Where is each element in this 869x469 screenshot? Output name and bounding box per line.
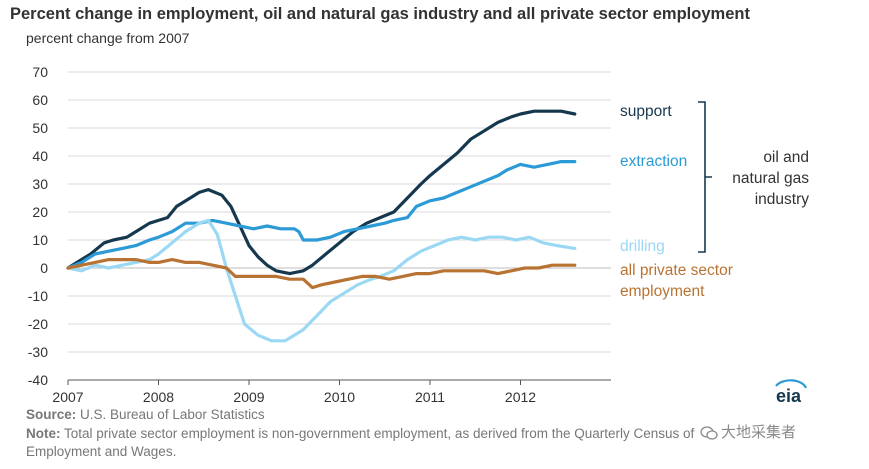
note-text-2: Employment and Wages. [26, 444, 177, 459]
y-tick-label: -20 [28, 316, 48, 332]
chart-subtitle: percent change from 2007 [26, 30, 190, 46]
source-label: Source: [26, 407, 77, 422]
drilling-line [66, 218, 577, 343]
y-tick-label: 0 [40, 260, 48, 276]
eia-logo-arc [775, 379, 808, 389]
y-tick-label: 40 [32, 148, 48, 164]
source-note: Source: U.S. Bureau of Labor Statistics [26, 407, 265, 422]
y-tick-label: -30 [28, 344, 48, 360]
oil-gas-bracket [698, 101, 712, 253]
drilling-label: drilling [620, 238, 665, 255]
bracket-label-line: natural gas [732, 170, 809, 187]
watermark-text: 大地采集者 [721, 424, 797, 441]
y-tick-label: 50 [32, 120, 48, 136]
wechat-icon [700, 426, 718, 440]
private-sector-label-line-1: all private sector [620, 262, 733, 279]
chart-title: Percent change in employment, oil and na… [10, 5, 750, 23]
y-tick-label: -10 [28, 288, 48, 304]
x-tick-label: 2010 [324, 389, 355, 405]
x-tick-label: 2007 [52, 389, 83, 405]
y-tick-label: 10 [32, 232, 48, 248]
y-tick-label: 70 [32, 64, 48, 80]
x-tick-label: 2008 [143, 389, 174, 405]
extraction-label: extraction [620, 153, 687, 170]
extraction-line [66, 160, 577, 270]
y-tick-label: -40 [28, 372, 48, 388]
private-sector-label-line-2: employment [620, 283, 705, 300]
support-label: support [620, 103, 672, 120]
y-tick-label: 30 [32, 176, 48, 192]
source-text: U.S. Bureau of Labor Statistics [76, 407, 265, 422]
note-line-1: Note: Total private sector employment is… [26, 426, 694, 441]
eia-logo-text: eia [776, 386, 802, 406]
y-tick-label: 60 [32, 92, 48, 108]
x-tick-label: 2012 [505, 389, 536, 405]
private-sector-line [66, 258, 577, 290]
support-line [66, 109, 577, 276]
bracket-label-line: oil and [763, 149, 809, 166]
note-line-2: Employment and Wages. [26, 444, 176, 459]
note-label: Note: [26, 426, 61, 441]
x-tick-label: 2009 [233, 389, 264, 405]
watermark: 大地采集者 [700, 421, 796, 442]
note-text: Total private sector employment is non-g… [60, 426, 695, 441]
bracket-label-line: industry [755, 191, 810, 208]
y-tick-label: 20 [32, 204, 48, 220]
x-tick-label: 2011 [415, 389, 445, 405]
eia-logo: eia [775, 379, 808, 406]
